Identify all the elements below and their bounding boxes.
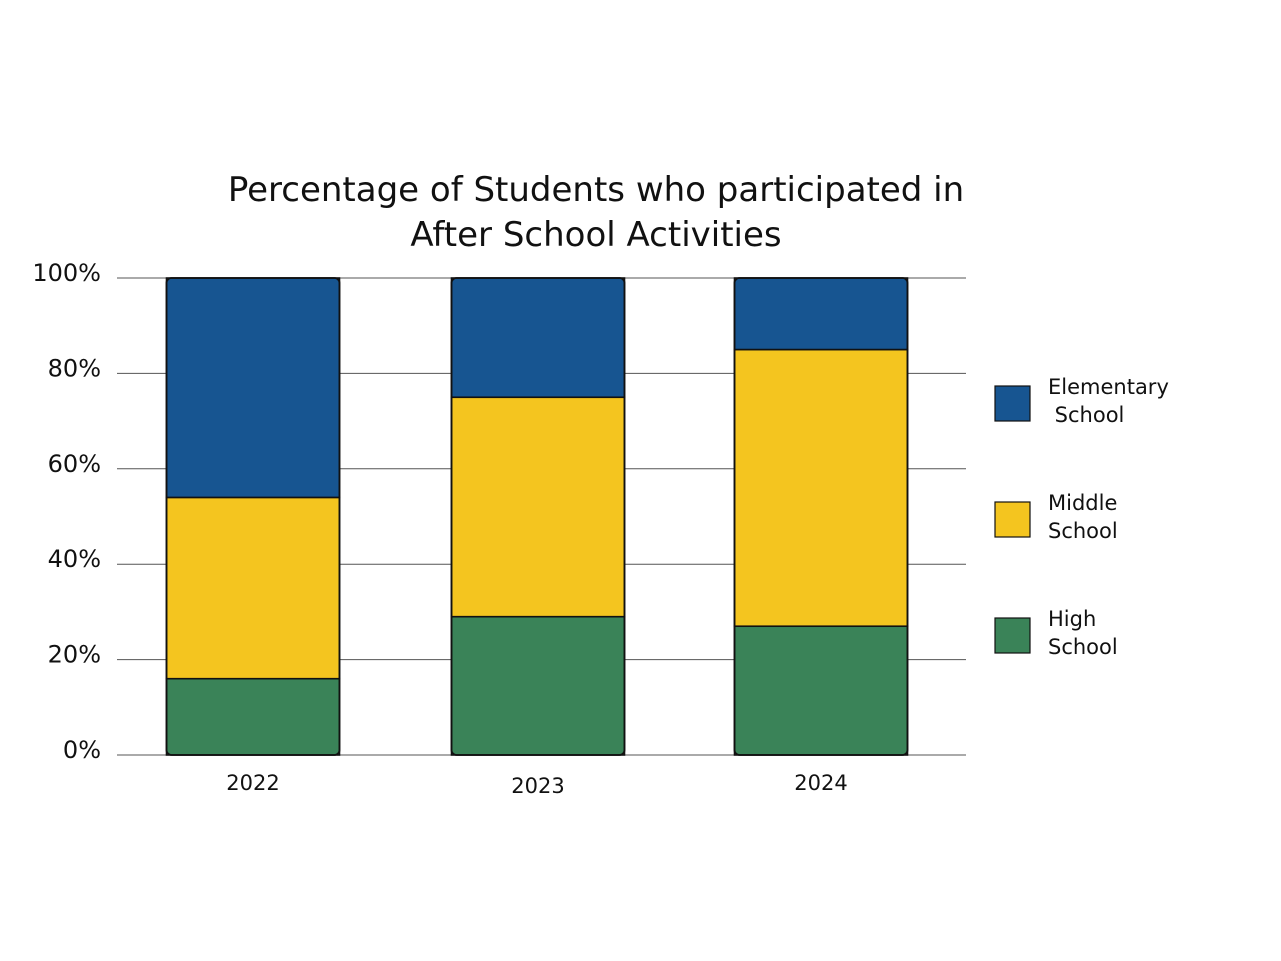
- legend-swatch-1: [994, 501, 1031, 538]
- legend-item-2: Elementary School: [994, 375, 1169, 427]
- chart-title-line-1: Percentage of Students who participated …: [228, 170, 964, 210]
- legend-label-1: Middle School: [1048, 491, 1118, 543]
- legend-item-1: Middle School: [994, 491, 1118, 543]
- x-axis: 2022 2023 2024: [226, 771, 847, 798]
- bar-2024-series-1: [733, 348, 909, 628]
- y-tick-label-0: 0%: [63, 736, 101, 764]
- bar-group-2022: [165, 277, 341, 756]
- y-tick-label-3: 60%: [48, 450, 101, 478]
- legend-swatch-0: [994, 617, 1031, 654]
- bar-2022-series-2: [165, 277, 341, 499]
- y-axis: 0% 20% 40% 60% 80% 100%: [32, 259, 101, 764]
- chart-title-line-2: After School Activities: [410, 215, 781, 255]
- bar-2024-series-0: [733, 625, 909, 756]
- bar-2024-series-2: [733, 277, 909, 351]
- x-tick-label-2024: 2024: [794, 771, 847, 795]
- bar-2022-series-0: [165, 677, 341, 756]
- x-tick-label-2023: 2023: [511, 774, 564, 798]
- bar-outline-2024: [733, 277, 909, 756]
- bar-2022-series-1: [165, 496, 341, 680]
- legend-swatch-2: [994, 385, 1031, 422]
- legend: Elementary School Middle School High School: [994, 375, 1169, 659]
- y-tick-label-1: 20%: [48, 641, 101, 669]
- y-tick-label-4: 80%: [48, 354, 101, 382]
- bar-group-2024: [733, 277, 909, 756]
- bar-outline-2023: [450, 277, 626, 756]
- y-tick-label-5: 100%: [32, 259, 101, 287]
- legend-label-2: Elementary School: [1048, 375, 1169, 427]
- bar-outline-2022: [165, 277, 341, 756]
- bars: [165, 277, 909, 756]
- y-tick-label-2: 40%: [48, 545, 101, 573]
- legend-item-0: High School: [994, 607, 1118, 659]
- bar-2023-series-0: [450, 615, 626, 756]
- bar-2023-series-1: [450, 396, 626, 618]
- legend-label-0: High School: [1048, 607, 1118, 659]
- x-tick-label-2022: 2022: [226, 771, 279, 795]
- bar-group-2023: [450, 277, 626, 756]
- bar-2023-series-2: [450, 277, 626, 399]
